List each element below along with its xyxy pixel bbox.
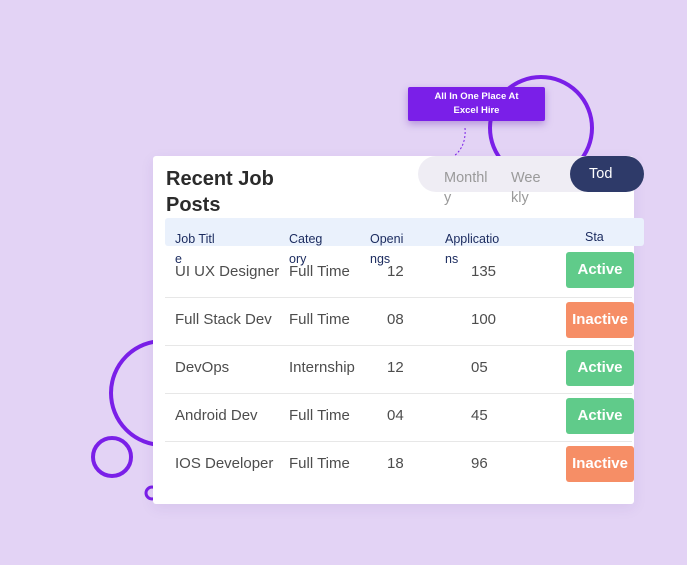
cell-job-title: Android Dev	[175, 407, 258, 424]
deco-ring-left-small	[91, 436, 133, 478]
cell-job-title: IOS Developer	[175, 455, 274, 472]
card-title: Recent Job Posts	[166, 168, 274, 216]
cell-openings: 04	[387, 407, 404, 424]
cell-job-title: Full Stack Dev	[175, 311, 272, 328]
cell-applications: 96	[471, 455, 488, 472]
cell-applications: 135	[471, 263, 497, 280]
table-header: Job Title Category Openings Applications…	[165, 218, 644, 266]
cell-openings: 12	[387, 263, 404, 280]
status-badge[interactable]: Inactive	[566, 302, 634, 338]
cell-job-title: UI UX Designer	[175, 263, 280, 280]
header-openings: Openings	[370, 232, 404, 266]
cell-applications: 45	[471, 407, 488, 424]
table-row[interactable]: Android Dev Full Time 04 45 Active	[165, 394, 634, 442]
cell-openings: 18	[387, 455, 404, 472]
cell-category: Full Time	[289, 311, 350, 328]
header-category: Category	[289, 232, 323, 266]
cell-openings: 12	[387, 359, 404, 376]
cell-category: Full Time	[289, 455, 350, 472]
table-row[interactable]: UI UX Designer Full Time 12 135 Active	[165, 250, 634, 298]
table-row[interactable]: IOS Developer Full Time 18 96 Inactive	[165, 442, 634, 490]
table-row[interactable]: Full Stack Dev Full Time 08 100 Inactive	[165, 298, 634, 346]
table-row[interactable]: DevOps Internship 12 05 Active	[165, 346, 634, 394]
tooltip-banner: All In One Place At Excel Hire	[408, 87, 545, 121]
cell-openings: 08	[387, 311, 404, 328]
cell-category: Full Time	[289, 407, 350, 424]
header-applications: Applications	[445, 232, 500, 266]
tooltip-line-1: All In One Place At	[434, 91, 519, 102]
cell-applications: 05	[471, 359, 488, 376]
status-badge[interactable]: Inactive	[566, 446, 634, 482]
status-badge[interactable]: Active	[566, 252, 634, 288]
tab-monthly[interactable]: Monthly	[444, 170, 488, 206]
cell-applications: 100	[471, 311, 497, 328]
header-job-title: Job Title	[175, 232, 215, 266]
tooltip-line-2: Excel Hire	[453, 105, 500, 116]
tooltip-connector	[453, 127, 466, 157]
tab-weekly[interactable]: Weekly	[511, 170, 541, 206]
header-status: Sta	[585, 230, 604, 244]
cell-job-title: DevOps	[175, 359, 230, 376]
status-badge[interactable]: Active	[566, 350, 634, 386]
tab-today[interactable]: Tod	[570, 156, 644, 192]
cell-category: Full Time	[289, 263, 350, 280]
period-tabs: Monthly Weekly Tod	[418, 156, 644, 206]
recent-job-posts-card: Recent Job Posts Monthly Weekly Tod Job …	[153, 156, 644, 504]
cell-category: Internship	[289, 359, 355, 376]
status-badge[interactable]: Active	[566, 398, 634, 434]
